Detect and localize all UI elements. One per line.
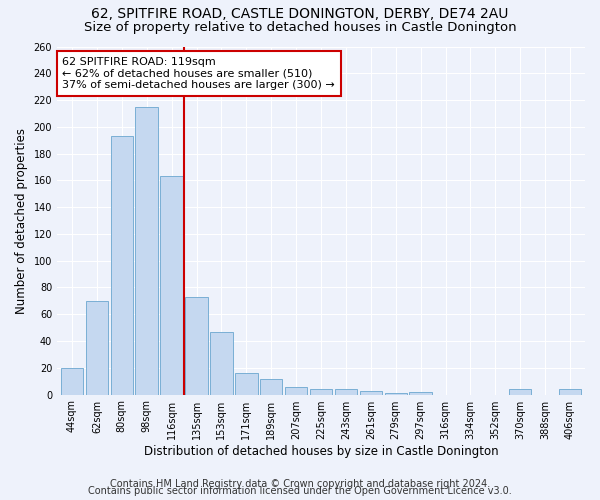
Bar <box>559 389 581 394</box>
Bar <box>509 389 532 394</box>
Bar <box>210 332 233 394</box>
Text: Contains public sector information licensed under the Open Government Licence v3: Contains public sector information licen… <box>88 486 512 496</box>
Y-axis label: Number of detached properties: Number of detached properties <box>15 128 28 314</box>
Bar <box>86 301 108 394</box>
Bar <box>310 389 332 394</box>
Bar <box>285 386 307 394</box>
Bar <box>359 390 382 394</box>
Text: 62, SPITFIRE ROAD, CASTLE DONINGTON, DERBY, DE74 2AU: 62, SPITFIRE ROAD, CASTLE DONINGTON, DER… <box>91 8 509 22</box>
Bar <box>409 392 432 394</box>
Bar <box>260 378 283 394</box>
Bar <box>385 393 407 394</box>
X-axis label: Distribution of detached houses by size in Castle Donington: Distribution of detached houses by size … <box>144 444 499 458</box>
Bar <box>61 368 83 394</box>
Bar <box>335 389 357 394</box>
Bar <box>110 136 133 394</box>
Bar <box>185 297 208 394</box>
Text: Contains HM Land Registry data © Crown copyright and database right 2024.: Contains HM Land Registry data © Crown c… <box>110 479 490 489</box>
Text: Size of property relative to detached houses in Castle Donington: Size of property relative to detached ho… <box>83 21 517 34</box>
Text: 62 SPITFIRE ROAD: 119sqm
← 62% of detached houses are smaller (510)
37% of semi-: 62 SPITFIRE ROAD: 119sqm ← 62% of detach… <box>62 57 335 90</box>
Bar <box>136 106 158 395</box>
Bar <box>160 176 183 394</box>
Bar <box>235 373 257 394</box>
